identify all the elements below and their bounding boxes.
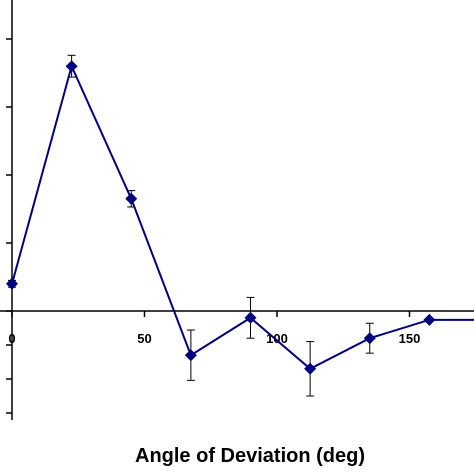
x-tick-label-0: 0 <box>8 331 15 346</box>
data-point-5 <box>304 362 317 375</box>
data-point-2 <box>125 192 138 205</box>
y-tick-marks <box>6 38 12 414</box>
x-tick-marks <box>11 311 411 317</box>
data-point-6 <box>363 332 376 345</box>
data-point-1 <box>65 60 78 73</box>
axes <box>0 0 474 420</box>
series-line <box>11 63 474 370</box>
data-point-4 <box>244 311 257 324</box>
data-markers <box>6 60 436 375</box>
error-bars <box>8 54 374 397</box>
x-axis-label: Angle of Deviation (deg) <box>135 445 365 467</box>
data-point-3 <box>184 349 197 362</box>
x-tick-label-50: 50 <box>137 331 151 346</box>
data-point-7 <box>423 313 436 326</box>
x-tick-label-150: 150 <box>399 331 421 346</box>
data-point-0 <box>6 277 18 290</box>
